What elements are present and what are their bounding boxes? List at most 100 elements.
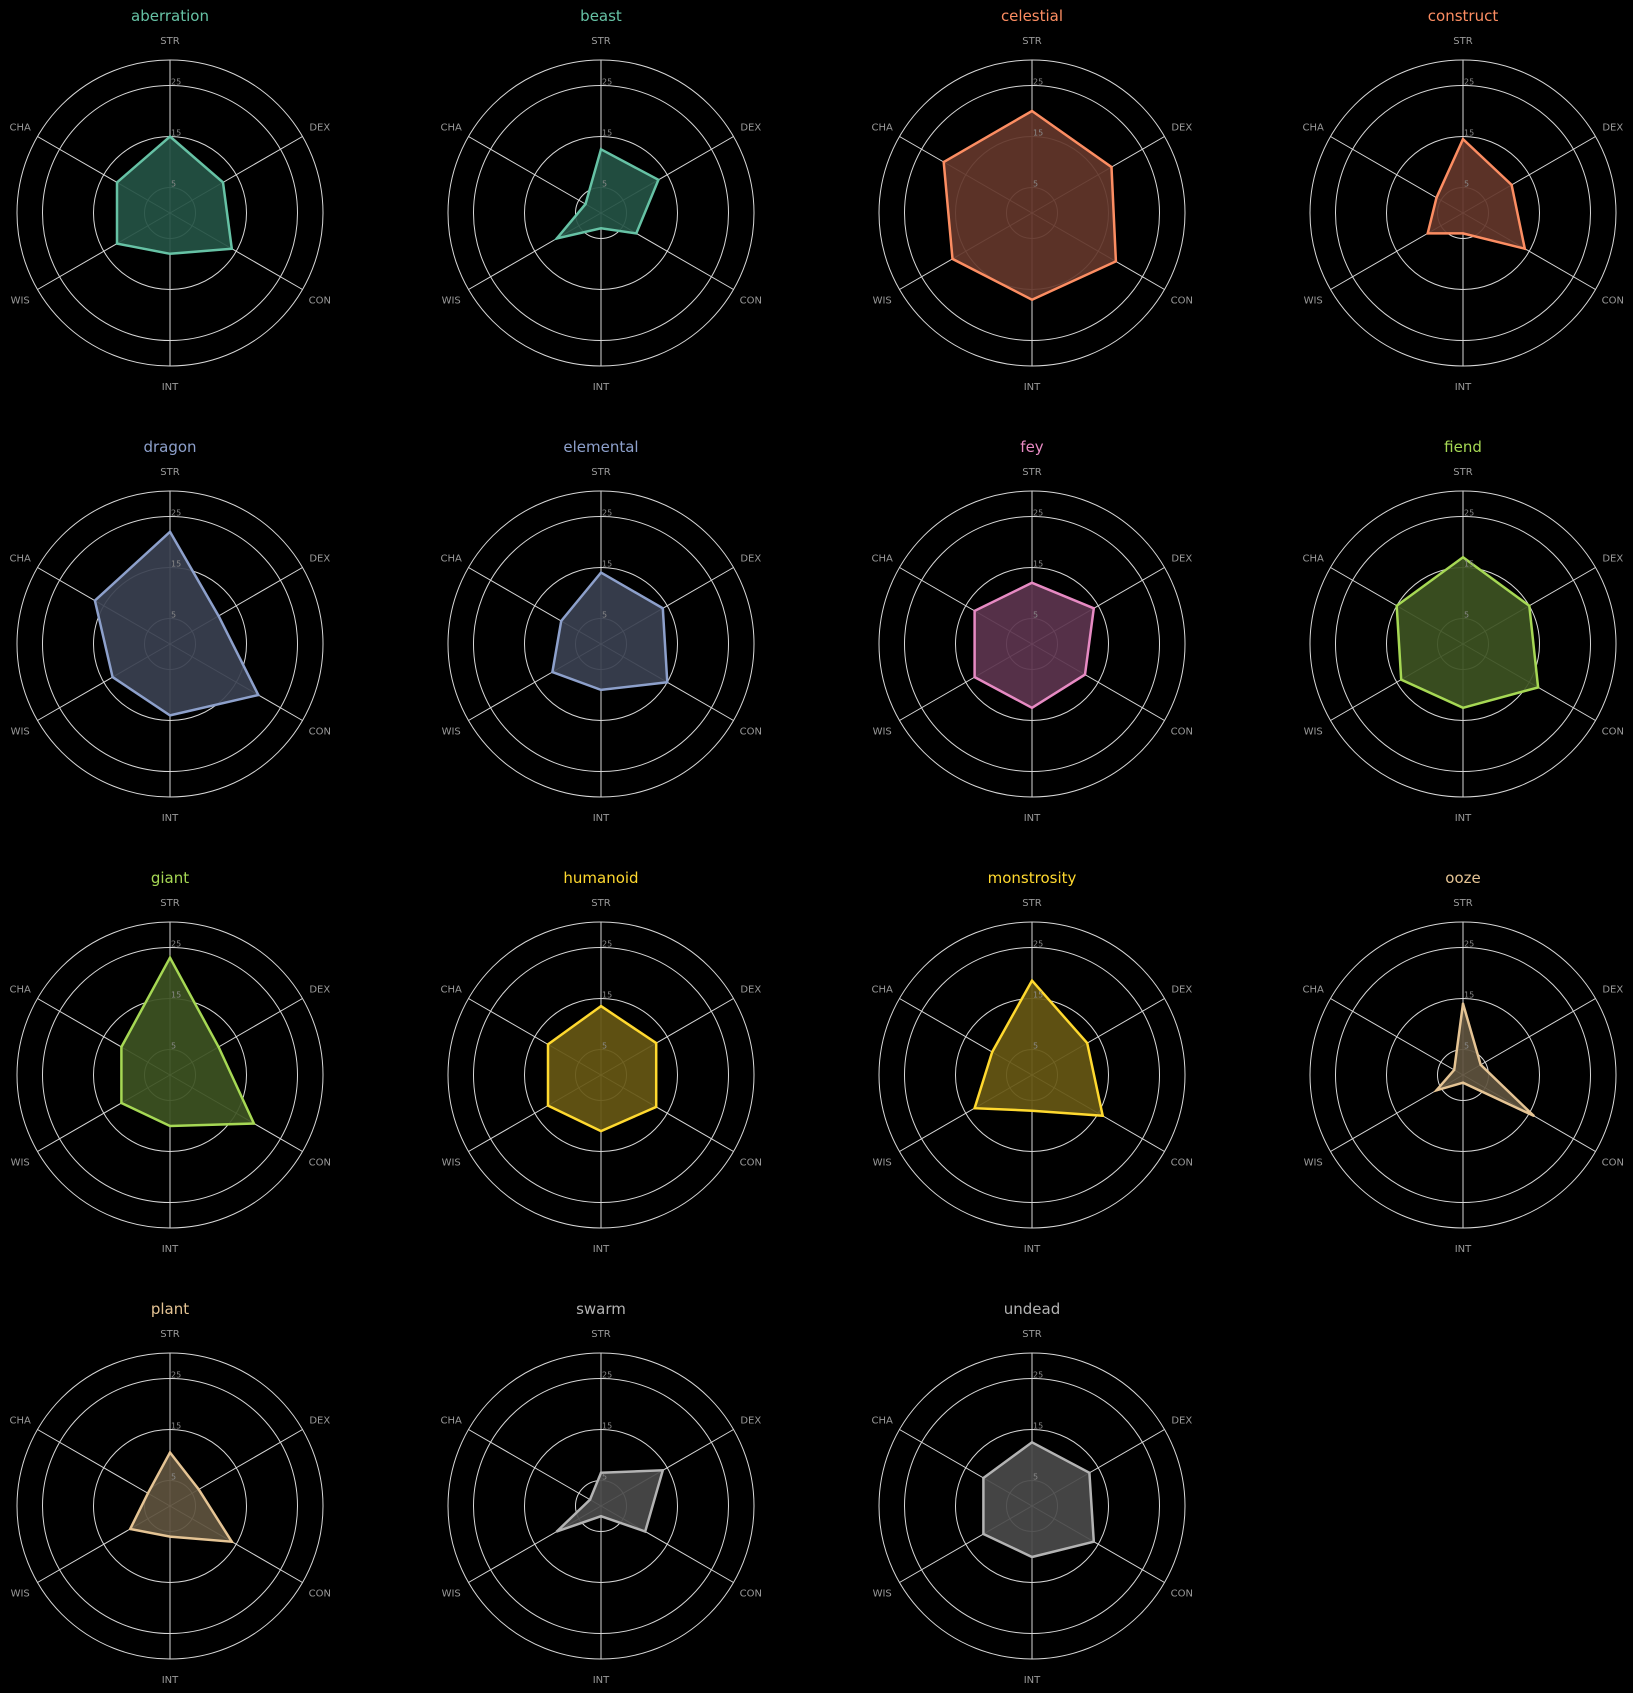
tick-label: 25 xyxy=(1033,78,1043,87)
axis-label-cha: CHA xyxy=(441,985,463,996)
axis-label-con: CON xyxy=(1171,1589,1193,1600)
tick-label: 5 xyxy=(1033,1473,1038,1482)
axis-label-cha: CHA xyxy=(872,554,894,565)
data-point-con xyxy=(1523,247,1527,250)
axis-label-str: STR xyxy=(1453,36,1472,47)
axis-label-str: STR xyxy=(1453,898,1472,909)
data-point-dex xyxy=(1092,607,1096,610)
axis-label-wis: WIS xyxy=(442,1589,461,1600)
tick-label: 15 xyxy=(1464,129,1474,138)
data-point-wis xyxy=(973,1107,976,1110)
axis-label-dex: DEX xyxy=(1171,554,1192,565)
tick-label: 15 xyxy=(1033,560,1043,569)
axis-label-int: INT xyxy=(1024,382,1041,393)
panel-title: fiend xyxy=(1444,438,1482,456)
data-point-wis xyxy=(551,670,554,674)
tick-label: 5 xyxy=(602,1042,607,1051)
data-point-str xyxy=(1030,581,1034,584)
data-point-dex xyxy=(661,607,664,610)
grid-spoke xyxy=(468,1429,602,1507)
axis-label-dex: DEX xyxy=(1171,123,1192,134)
tick-label: 5 xyxy=(602,611,607,620)
radar-area-elemental xyxy=(550,570,669,692)
axis-label-con: CON xyxy=(1602,1158,1624,1169)
tick-label: 25 xyxy=(171,1371,181,1380)
data-point-cha xyxy=(115,181,119,184)
data-point-con xyxy=(257,693,260,697)
data-point-str xyxy=(168,956,172,959)
tick-label: 15 xyxy=(602,560,612,569)
radar-panel-giant: 5 15 25 STR DEX CON INT WIS CHA giant xyxy=(10,869,331,1255)
radar-panel-undead: 5 15 25 STR DEX CON INT WIS CHA undead xyxy=(872,1300,1193,1686)
data-point-dex xyxy=(657,178,660,181)
data-point-wis xyxy=(120,1101,123,1105)
panel-title: swarm xyxy=(576,1300,626,1318)
data-point-cha xyxy=(1453,1068,1456,1072)
data-point-str xyxy=(1030,1441,1034,1444)
radar-panel-fey: 5 15 25 STR DEX CON INT WIS CHA fey xyxy=(872,438,1193,824)
tick-label: 5 xyxy=(602,1473,607,1482)
axis-label-int: INT xyxy=(1455,382,1472,393)
tick-label: 25 xyxy=(1464,940,1474,949)
data-point-wis xyxy=(982,1532,985,1536)
axis-label-str: STR xyxy=(1022,898,1041,909)
data-point-cha xyxy=(560,619,563,623)
data-point-con xyxy=(1114,260,1118,263)
data-point-int xyxy=(168,1124,172,1128)
panel-title: aberration xyxy=(131,7,209,25)
axis-label-int: INT xyxy=(593,813,610,824)
data-point-dex xyxy=(1086,1041,1089,1045)
radar-area-humanoid xyxy=(546,1004,658,1133)
data-point-con xyxy=(1532,1114,1535,1118)
data-point-str xyxy=(168,1451,172,1454)
data-point-cha xyxy=(546,1043,550,1046)
data-point-dex xyxy=(1088,1471,1091,1475)
tick-label: 25 xyxy=(1464,509,1474,518)
panel-title: dragon xyxy=(143,438,196,456)
tick-label: 25 xyxy=(1033,940,1043,949)
tick-label: 5 xyxy=(171,1473,176,1482)
axis-label-con: CON xyxy=(740,1158,762,1169)
data-point-con xyxy=(230,247,233,250)
axis-label-int: INT xyxy=(1024,1244,1041,1255)
axis-label-wis: WIS xyxy=(873,727,892,738)
tick-label: 25 xyxy=(171,940,181,949)
axis-label-str: STR xyxy=(1453,467,1472,478)
tick-label: 15 xyxy=(1464,560,1474,569)
data-point-cha xyxy=(973,609,976,613)
data-point-wis xyxy=(1435,1089,1438,1092)
radar-panel-humanoid: 5 15 25 STR DEX CON INT WIS CHA humanoid xyxy=(441,869,762,1255)
panel-title: celestial xyxy=(1001,7,1063,25)
tick-label: 15 xyxy=(171,560,181,569)
tick-label: 5 xyxy=(171,180,176,189)
axis-label-dex: DEX xyxy=(740,985,761,996)
data-point-cha xyxy=(991,1050,994,1054)
axis-label-wis: WIS xyxy=(11,1158,30,1169)
axis-label-dex: DEX xyxy=(1602,554,1623,565)
data-point-cha xyxy=(1435,196,1438,199)
axis-label-cha: CHA xyxy=(10,985,32,996)
axis-label-cha: CHA xyxy=(1303,123,1325,134)
data-point-wis xyxy=(555,1530,558,1533)
data-point-wis xyxy=(129,1527,132,1531)
data-point-dex xyxy=(217,614,220,618)
axis-label-int: INT xyxy=(1024,813,1041,824)
axis-label-wis: WIS xyxy=(1304,727,1323,738)
tick-label: 15 xyxy=(1033,991,1043,1000)
data-point-str xyxy=(599,1471,603,1475)
axis-label-con: CON xyxy=(309,296,331,307)
tick-label: 15 xyxy=(171,129,181,138)
axis-label-int: INT xyxy=(162,813,179,824)
axis-label-wis: WIS xyxy=(11,1589,30,1600)
tick-label: 15 xyxy=(1464,991,1474,1000)
axis-label-cha: CHA xyxy=(441,554,463,565)
grid-spoke xyxy=(1330,998,1464,1076)
radar-area-fiend xyxy=(1395,555,1540,710)
data-point-cha xyxy=(146,1492,150,1495)
tick-label: 5 xyxy=(1464,1042,1469,1051)
data-point-int xyxy=(1030,298,1034,301)
tick-label: 25 xyxy=(171,509,181,518)
tick-label: 5 xyxy=(1033,1042,1038,1051)
axis-label-int: INT xyxy=(162,1675,179,1686)
